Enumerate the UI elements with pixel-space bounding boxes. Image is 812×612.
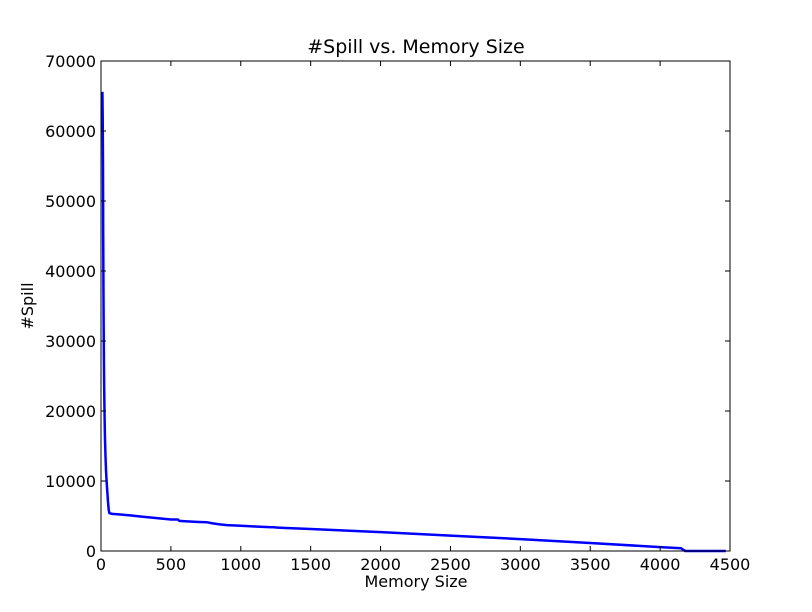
chart-title: #Spill vs. Memory Size — [307, 36, 524, 58]
plot-area — [101, 91, 726, 553]
x-tick-label: 2500 — [430, 555, 471, 574]
x-axis-label: Memory Size — [365, 572, 468, 591]
plot-frame — [100, 60, 731, 552]
y-tick-label: 40000 — [45, 262, 96, 281]
x-tick-label: 3000 — [500, 555, 541, 574]
x-tick-label: 2000 — [360, 555, 401, 574]
y-tick-label: 30000 — [45, 332, 96, 351]
x-tick-label: 1500 — [290, 555, 331, 574]
y-tick-label: 50000 — [45, 192, 96, 211]
x-tick-label: 0 — [96, 555, 106, 574]
series-line-0 — [101, 91, 726, 553]
y-tick-label: 20000 — [45, 402, 96, 421]
x-tick-label: 3500 — [570, 555, 611, 574]
x-tick-label: 1000 — [220, 555, 261, 574]
x-tick-label: 4500 — [710, 555, 751, 574]
y-tick-label: 70000 — [45, 52, 96, 71]
y-tick-label: 0 — [86, 542, 96, 561]
x-tick-label: 500 — [156, 555, 187, 574]
axis-ticks: 0 500 1000 1500 2000 2500 3000 3500 4000 4500 0 100… — [45, 52, 750, 574]
y-axis-label: #Spill — [18, 282, 37, 329]
y-tick-label: 60000 — [45, 122, 96, 141]
x-tick-label: 4000 — [640, 555, 681, 574]
y-tick-label: 10000 — [45, 472, 96, 491]
